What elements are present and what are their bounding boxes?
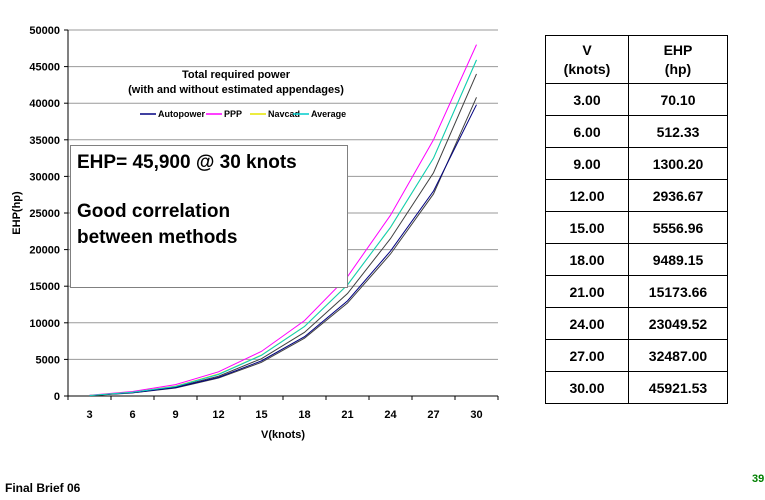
table-cell-v: 6.00 (545, 115, 629, 148)
y-tick-label: 45000 (29, 62, 60, 74)
x-tick-label: 27 (427, 409, 439, 421)
table-cell-v: 24.00 (545, 307, 629, 340)
table-header-v: V (knots) (545, 35, 629, 84)
table-body: 3.00 70.10 6.00 512.33 9.00 1300.20 12.00 2936.… (545, 83, 728, 404)
table-cell-v: 15.00 (545, 211, 629, 244)
table-row: 15.00 5556.96 (545, 211, 728, 244)
header-v-unit: (knots) (563, 60, 611, 77)
chart-title-line-1: Total required power (182, 69, 290, 81)
y-tick-label: 30000 (29, 171, 60, 183)
series-line-ppp (89, 44, 477, 396)
table-cell-v: 21.00 (545, 275, 629, 308)
table-cell-ehp: 15173.66 (628, 275, 728, 308)
x-tick-label: 21 (341, 409, 353, 421)
table-header-ehp: EHP (hp) (628, 35, 728, 84)
legend-label: Navcad (268, 109, 300, 119)
x-tick-label: 3 (86, 409, 92, 421)
ehp-table: V (knots) EHP (hp) 3.00 70.10 6.00 512.33 9.… (545, 35, 728, 404)
y-tick-label: 50000 (29, 25, 60, 37)
footer-title: Final Brief 06 (5, 481, 81, 495)
table-row: 30.00 45921.53 (545, 371, 728, 404)
table-row: 18.00 9489.15 (545, 243, 728, 276)
x-tick-label: 15 (255, 409, 267, 421)
y-tick-label: 0 (54, 391, 60, 403)
annotation-ehp: EHP= 45,900 @ 30 knots (77, 152, 297, 173)
table-cell-ehp: 5556.96 (628, 211, 728, 244)
y-tick-label: 5000 (36, 354, 60, 366)
table-cell-ehp: 70.10 (628, 83, 728, 116)
y-axis-title: EHP(hp) (11, 191, 23, 235)
x-axis-title: V(knots) (261, 429, 305, 441)
legend-label: PPP (224, 109, 242, 119)
table-cell-v: 27.00 (545, 339, 629, 372)
table-cell-ehp: 1300.20 (628, 147, 728, 180)
table-row: 27.00 32487.00 (545, 339, 728, 372)
legend-label: Autopower (158, 109, 205, 119)
annotation-box: EHP= 45,900 @ 30 knots Good correlation … (70, 145, 348, 288)
y-tick-label: 20000 (29, 245, 60, 257)
x-tick-label: 30 (470, 409, 482, 421)
header-ehp-unit: (hp) (664, 60, 692, 77)
x-tick-label: 6 (129, 409, 135, 421)
table-cell-ehp: 512.33 (628, 115, 728, 148)
y-tick-label: 40000 (29, 98, 60, 110)
table-header-row: V (knots) EHP (hp) (545, 35, 728, 84)
x-tick-label: 24 (384, 409, 397, 421)
table-cell-ehp: 2936.67 (628, 179, 728, 212)
y-tick-label: 15000 (29, 281, 60, 293)
header-v-label: V (582, 41, 592, 58)
annotation-correlation: Good correlation between methods (77, 201, 238, 248)
table-cell-ehp: 23049.52 (628, 307, 728, 340)
y-tick-label: 10000 (29, 318, 60, 330)
table-row: 3.00 70.10 (545, 83, 728, 116)
header-ehp-label: EHP (663, 41, 693, 58)
x-tick-label: 12 (212, 409, 224, 421)
y-tick-label: 35000 (29, 135, 60, 147)
y-tick-label: 25000 (29, 208, 60, 220)
x-tick-label: 9 (172, 409, 178, 421)
table-cell-v: 30.00 (545, 371, 629, 404)
legend-label: Average (311, 109, 346, 119)
table-cell-ehp: 9489.15 (628, 243, 728, 276)
page-number: 39 (752, 473, 765, 485)
table-row: 12.00 2936.67 (545, 179, 728, 212)
chart-title-line-2: (with and without estimated appendages) (128, 84, 344, 96)
table-cell-v: 12.00 (545, 179, 629, 212)
table-row: 24.00 23049.52 (545, 307, 728, 340)
series-line-average (89, 59, 477, 396)
table-cell-v: 18.00 (545, 243, 629, 276)
table-row: 6.00 512.33 (545, 115, 728, 148)
table-cell-ehp: 32487.00 (628, 339, 728, 372)
table-row: 21.00 15173.66 (545, 275, 728, 308)
table-cell-ehp: 45921.53 (628, 371, 728, 404)
table-cell-v: 9.00 (545, 147, 629, 180)
x-tick-label: 18 (298, 409, 310, 421)
table-cell-v: 3.00 (545, 83, 629, 116)
table-row: 9.00 1300.20 (545, 147, 728, 180)
chart-title: Total required power (with and without e… (100, 68, 372, 98)
series-line-autopower (89, 104, 477, 397)
